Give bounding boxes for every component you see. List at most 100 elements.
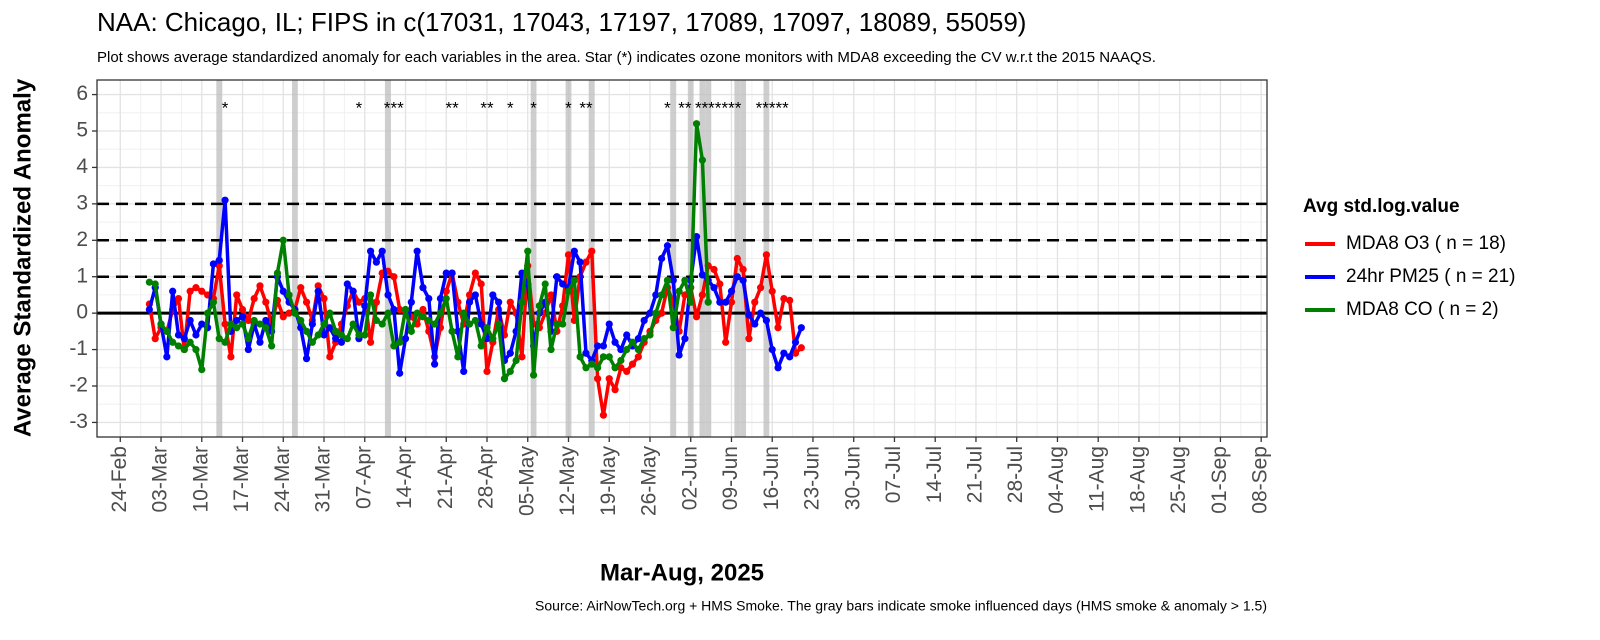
data-point	[180, 335, 188, 343]
data-point	[669, 324, 677, 332]
data-point	[401, 305, 410, 314]
data-point	[640, 335, 648, 343]
data-point	[791, 338, 800, 346]
data-point	[634, 353, 642, 361]
data-point	[617, 345, 625, 354]
annotation: **	[678, 99, 692, 118]
data-point	[372, 298, 381, 306]
data-point	[483, 324, 491, 332]
data-point	[401, 335, 410, 343]
smoke-bar	[740, 80, 747, 437]
data-point	[436, 309, 445, 317]
data-point	[739, 276, 747, 284]
data-point	[163, 327, 171, 335]
data-point	[326, 324, 334, 332]
data-point	[262, 298, 270, 306]
data-point	[250, 316, 258, 325]
data-point	[233, 316, 241, 325]
data-point	[797, 324, 805, 332]
data-point	[681, 335, 689, 343]
data-point	[431, 320, 439, 328]
y-tick-label: 3	[76, 191, 88, 214]
data-point	[442, 269, 450, 277]
data-point	[559, 280, 567, 288]
data-point	[710, 284, 718, 292]
data-point	[460, 309, 468, 317]
chart-title: NAA: Chicago, IL; FIPS in c(17031, 17043…	[97, 7, 1026, 37]
data-point	[535, 302, 543, 310]
data-point	[326, 353, 334, 361]
data-point	[681, 276, 689, 284]
data-point	[460, 367, 468, 376]
data-point	[291, 309, 299, 317]
data-point	[471, 316, 479, 325]
data-point	[169, 287, 177, 295]
data-point	[687, 298, 695, 306]
data-point	[297, 316, 305, 325]
data-point	[524, 247, 532, 255]
data-point	[658, 291, 666, 299]
data-point	[244, 335, 252, 343]
data-point	[174, 294, 183, 303]
data-point	[471, 291, 479, 299]
data-point	[448, 327, 456, 335]
data-point	[780, 294, 788, 303]
data-point	[774, 364, 782, 372]
data-point	[343, 280, 351, 288]
data-point	[646, 309, 654, 317]
data-point	[599, 353, 608, 361]
legend-label: MDA8 CO ( n = 2)	[1346, 299, 1499, 320]
x-axis-title: Mar-Aug, 2025	[600, 559, 764, 586]
x-tick-label: 21-Apr	[434, 446, 457, 509]
data-point	[623, 367, 631, 376]
data-point	[302, 327, 311, 335]
data-point	[268, 342, 276, 350]
smoke-bar	[385, 80, 391, 437]
x-tick-label: 30-Jun	[841, 446, 864, 510]
x-tick-label: 26-May	[638, 446, 661, 517]
x-tick-label: 24-Mar	[271, 446, 294, 513]
data-point	[425, 316, 433, 325]
data-point	[797, 344, 805, 352]
legend-label: 24hr PM25 ( n = 21)	[1346, 266, 1516, 287]
data-point	[366, 338, 375, 346]
data-point	[623, 331, 631, 339]
x-tick-label: 25-Aug	[1167, 446, 1190, 514]
data-point	[366, 247, 375, 255]
data-point	[564, 251, 573, 259]
data-point	[663, 242, 672, 250]
data-point	[198, 366, 206, 374]
x-tick-label: 28-Jul	[1004, 446, 1027, 503]
data-point	[663, 276, 672, 284]
data-point	[640, 316, 648, 325]
data-point	[675, 351, 683, 359]
data-point	[262, 316, 270, 325]
x-tick-label: 04-Aug	[1045, 446, 1068, 514]
data-point	[431, 360, 439, 368]
data-point	[396, 338, 404, 346]
data-point	[378, 320, 386, 328]
data-point	[582, 349, 590, 357]
data-point	[349, 320, 357, 328]
data-point	[646, 331, 654, 339]
data-point	[419, 284, 427, 292]
data-point	[628, 360, 637, 368]
data-point	[611, 386, 619, 394]
data-point	[477, 342, 485, 350]
data-point	[588, 360, 596, 368]
smoke-bar	[705, 80, 712, 437]
data-point	[238, 320, 247, 328]
y-tick-label: -1	[69, 337, 88, 360]
data-point	[588, 247, 596, 255]
data-point	[448, 269, 456, 277]
annotation: *	[664, 99, 671, 118]
y-tick-label: 0	[76, 301, 88, 324]
data-point	[745, 311, 753, 319]
x-tick-label: 03-Mar	[149, 446, 172, 513]
data-point	[698, 291, 706, 299]
data-point	[436, 294, 445, 303]
x-tick-label: 19-May	[597, 446, 620, 517]
data-point	[605, 320, 613, 328]
data-point	[203, 309, 212, 317]
data-point	[495, 298, 503, 306]
